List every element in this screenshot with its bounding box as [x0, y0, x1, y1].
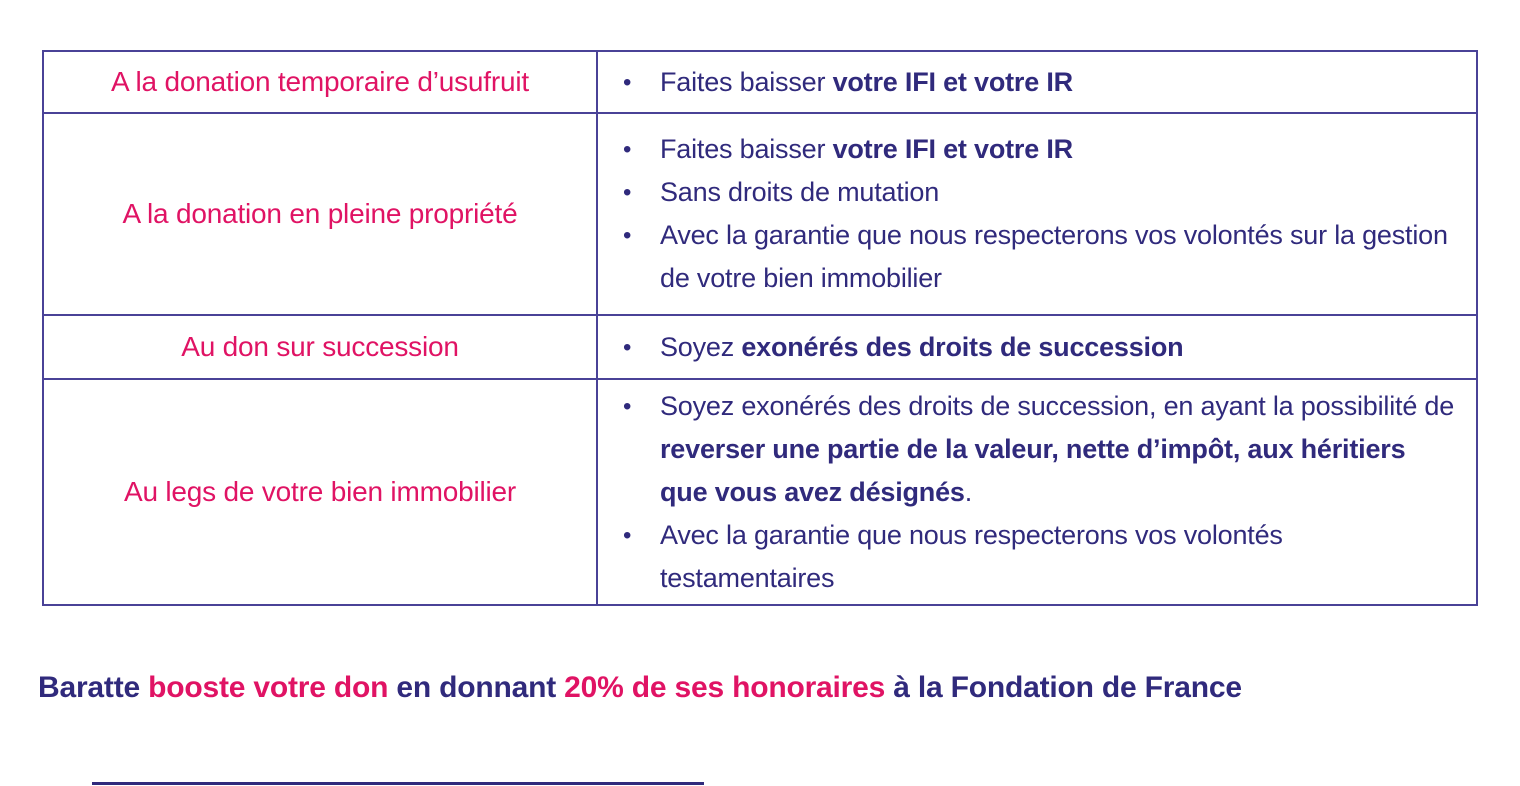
benefits-cell: • Faites baisser votre IFI et votre IR • Sa…	[598, 114, 1476, 314]
tagline-segment: Baratte	[38, 671, 149, 704]
benefit-item: • Avec la garantie que nous respecterons …	[623, 214, 1456, 300]
cutoff-rule	[92, 782, 704, 785]
tagline-segment: à la Fondation de France	[893, 671, 1242, 704]
bullet-icon: •	[623, 179, 632, 206]
benefit-item: • Soyez exonérés des droits de succession	[623, 326, 1456, 369]
donation-type-cell: Au legs de votre bien immobilier	[44, 380, 598, 604]
donation-type-cell: Au don sur succession	[44, 316, 598, 378]
tagline-segment: 20% de ses honoraires	[564, 671, 894, 704]
benefit-text: Avec la garantie que nous respecterons v…	[660, 519, 1283, 593]
donation-type-label: Au legs de votre bien immobilier	[123, 476, 516, 507]
donation-type-cell: A la donation en pleine propriété	[44, 114, 598, 314]
bullet-icon: •	[623, 333, 632, 361]
benefit-text: Soyez exonérés des droits de succession	[660, 331, 1184, 362]
benefit-item: • Faites baisser votre IFI et votre IR	[623, 61, 1456, 104]
benefit-text: Avec la garantie que nous respecterons v…	[660, 220, 1448, 293]
benefit-item: • Faites baisser votre IFI et votre IR	[623, 128, 1456, 171]
table-row: Au legs de votre bien immobilier • Soyez e…	[44, 378, 1476, 604]
benefit-item: • Sans droits de mutation	[623, 171, 1456, 214]
bullet-icon: •	[623, 222, 632, 249]
donation-type-label: Au don sur succession	[181, 331, 459, 362]
bullet-icon: •	[623, 68, 632, 96]
donation-type-cell: A la donation temporaire d’usufruit	[44, 52, 598, 112]
benefit-text: Sans droits de mutation	[660, 177, 940, 207]
benefit-item: • Avec la garantie que nous respecterons …	[623, 514, 1456, 600]
benefits-cell: • Soyez exonérés des droits de succession	[598, 316, 1476, 378]
table-row: A la donation en pleine propriété • Faites…	[44, 112, 1476, 314]
benefit-text: Faites baisser votre IFI et votre IR	[660, 134, 1073, 164]
table-row: Au don sur succession • Soyez exonérés des…	[44, 314, 1476, 378]
benefit-item: • Soyez exonérés des droits de succession…	[623, 385, 1456, 514]
tagline-segment: booste votre don	[148, 671, 397, 704]
benefits-cell: • Faites baisser votre IFI et votre IR	[598, 52, 1476, 112]
donation-type-label: A la donation temporaire d’usufruit	[111, 66, 529, 97]
donation-type-label: A la donation en pleine propriété	[122, 198, 518, 229]
bullet-icon: •	[623, 136, 632, 163]
benefit-text: Faites baisser votre IFI et votre IR	[660, 66, 1073, 97]
bullet-icon: •	[623, 392, 632, 420]
benefits-table: A la donation temporaire d’usufruit • Fait…	[42, 50, 1478, 606]
tagline: Baratte booste votre don en donnant 20% …	[38, 671, 1498, 705]
tagline-segment: en donnant	[396, 671, 565, 704]
bullet-icon: •	[623, 521, 632, 549]
benefit-text: Soyez exonérés des droits de succession,…	[660, 390, 1455, 507]
benefits-cell: • Soyez exonérés des droits de succession…	[598, 380, 1476, 604]
table-row: A la donation temporaire d’usufruit • Fait…	[44, 52, 1476, 112]
